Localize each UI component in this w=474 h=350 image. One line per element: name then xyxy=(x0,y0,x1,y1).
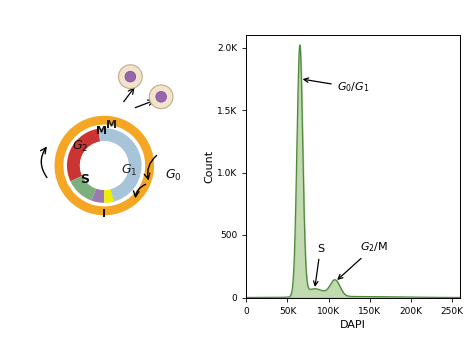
Wedge shape xyxy=(55,116,154,215)
Text: $G_0/G_1$: $G_0/G_1$ xyxy=(304,78,369,94)
Wedge shape xyxy=(71,176,96,201)
Circle shape xyxy=(66,127,143,204)
X-axis label: DAPI: DAPI xyxy=(340,320,366,330)
Wedge shape xyxy=(104,188,114,203)
Circle shape xyxy=(156,91,166,102)
Wedge shape xyxy=(104,188,114,203)
Text: $G_1$: $G_1$ xyxy=(121,163,137,178)
Wedge shape xyxy=(98,128,142,202)
Circle shape xyxy=(149,85,173,108)
Text: $G_2$/M: $G_2$/M xyxy=(338,240,388,279)
Text: S: S xyxy=(314,244,324,286)
Circle shape xyxy=(81,142,128,189)
Wedge shape xyxy=(91,188,104,203)
Text: I: I xyxy=(102,209,106,219)
Circle shape xyxy=(81,142,128,189)
Circle shape xyxy=(118,65,142,89)
Text: $G_2$: $G_2$ xyxy=(72,139,88,154)
Text: S: S xyxy=(80,173,89,186)
Wedge shape xyxy=(67,129,100,181)
Y-axis label: Count: Count xyxy=(204,150,214,183)
Wedge shape xyxy=(67,129,100,181)
Text: $G_0$: $G_0$ xyxy=(164,167,182,183)
Text: M: M xyxy=(96,126,108,135)
Wedge shape xyxy=(91,188,104,203)
Circle shape xyxy=(125,71,136,82)
Wedge shape xyxy=(71,176,96,201)
Text: M: M xyxy=(107,120,118,130)
Wedge shape xyxy=(98,128,142,202)
